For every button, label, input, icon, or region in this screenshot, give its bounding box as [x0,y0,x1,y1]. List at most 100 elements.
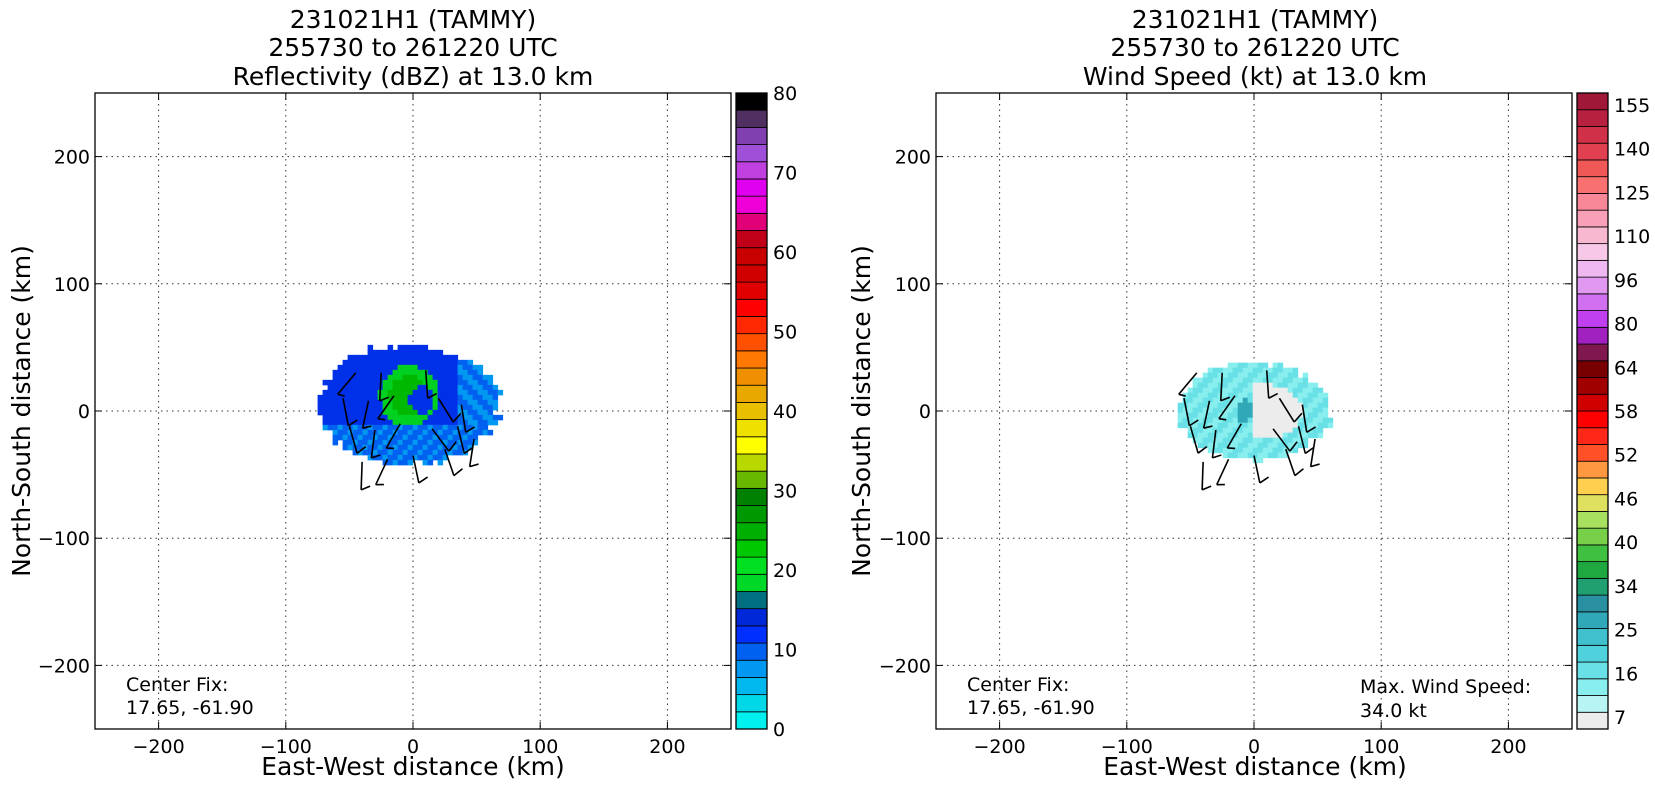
echo-cell [392,409,399,416]
echo-cell [422,379,429,386]
echo-cell [397,439,404,446]
echo-cell [1242,447,1249,454]
echo-cell [347,384,354,391]
echo-cell [412,454,419,461]
echo-cell [377,424,384,431]
echo-cell [1262,377,1269,384]
echo-cell [1282,427,1289,434]
echo-cell [347,414,354,421]
echo-cell [1272,417,1279,424]
echo-cell [1262,417,1269,424]
echo-cell [457,404,464,411]
echo-cell [422,394,429,401]
echo-cell [487,414,494,421]
echo-cell [347,429,354,436]
echo-cell [402,399,409,406]
echo-cell [347,419,354,426]
echo-cell [387,414,394,421]
echo-cell [417,414,424,421]
echo-cell [1212,407,1219,414]
echo-cell [1272,447,1279,454]
echo-cell [1292,367,1299,374]
echo-cell [427,364,434,371]
echo-cell [1277,447,1284,454]
echo-cell [457,429,464,436]
echo-cell [1277,407,1284,414]
echo-cell [472,399,479,406]
echo-cell [372,364,379,371]
echo-cell [1182,417,1189,424]
echo-cell [417,419,424,426]
echo-cell [422,374,429,381]
echo-cell [357,424,364,431]
echo-cell [397,449,404,456]
echo-cell [332,404,339,411]
echo-cell [1267,402,1274,409]
echo-cell [447,429,454,436]
echo-cell [322,404,329,411]
echo-cell [492,419,499,426]
echo-cell [402,384,409,391]
wind-barb-flag [418,476,429,484]
echo-cell [437,449,444,456]
echo-cell [377,404,384,411]
echo-cell [462,394,469,401]
colorbar-segment [735,247,768,266]
echo-cell [1207,422,1214,429]
echo-cell [437,434,444,441]
echo-cell [387,449,394,456]
echo-cell [442,389,449,396]
echo-cell [1302,412,1309,419]
echo-cell [1237,437,1244,444]
echo-cell [432,444,439,451]
echo-cell [1262,422,1269,429]
echo-cell [402,364,409,371]
echo-cell [387,439,394,446]
x-axis-label: East-West distance (km) [261,752,565,781]
echo-cell [337,364,344,371]
echo-cell [397,349,404,356]
echo-cell [342,439,349,446]
echo-cell [1277,402,1284,409]
echo-cell [1222,382,1229,389]
echo-cell [367,349,374,356]
echo-cell [1307,382,1314,389]
echo-cell [1272,402,1279,409]
echo-cell [1222,402,1229,409]
echo-cell [1257,432,1264,439]
echo-cell [422,459,429,466]
echo-cell [337,399,344,406]
echo-cell [452,424,459,431]
echo-cell [1297,397,1304,404]
echo-cell [427,399,434,406]
echo-cell [1287,387,1294,394]
wind-barb-staff [1297,426,1307,454]
echo-cell [347,389,354,396]
echo-cell [382,349,389,356]
echo-cell [1322,392,1329,399]
echo-cell [1257,372,1264,379]
echo-cell [432,349,439,356]
echo-cell [342,389,349,396]
echo-cell [352,379,359,386]
echo-cell [442,429,449,436]
echo-cell [447,384,454,391]
echo-cell [1287,397,1294,404]
echo-cell [422,424,429,431]
echo-cell [397,429,404,436]
echo-cell [1202,407,1209,414]
echo-cell [1277,442,1284,449]
echo-cell [1227,432,1234,439]
echo-cell [1217,417,1224,424]
echo-cell [1227,447,1234,454]
echo-cell [372,354,379,361]
echo-cell [1287,422,1294,429]
wind-barb-staff [348,426,358,454]
echo-cell [477,374,484,381]
echo-cell [412,389,419,396]
echo-cell [1247,417,1254,424]
echo-cell [1267,432,1274,439]
echo-cell [1192,402,1199,409]
echo-cell [352,384,359,391]
echo-cell [377,399,384,406]
